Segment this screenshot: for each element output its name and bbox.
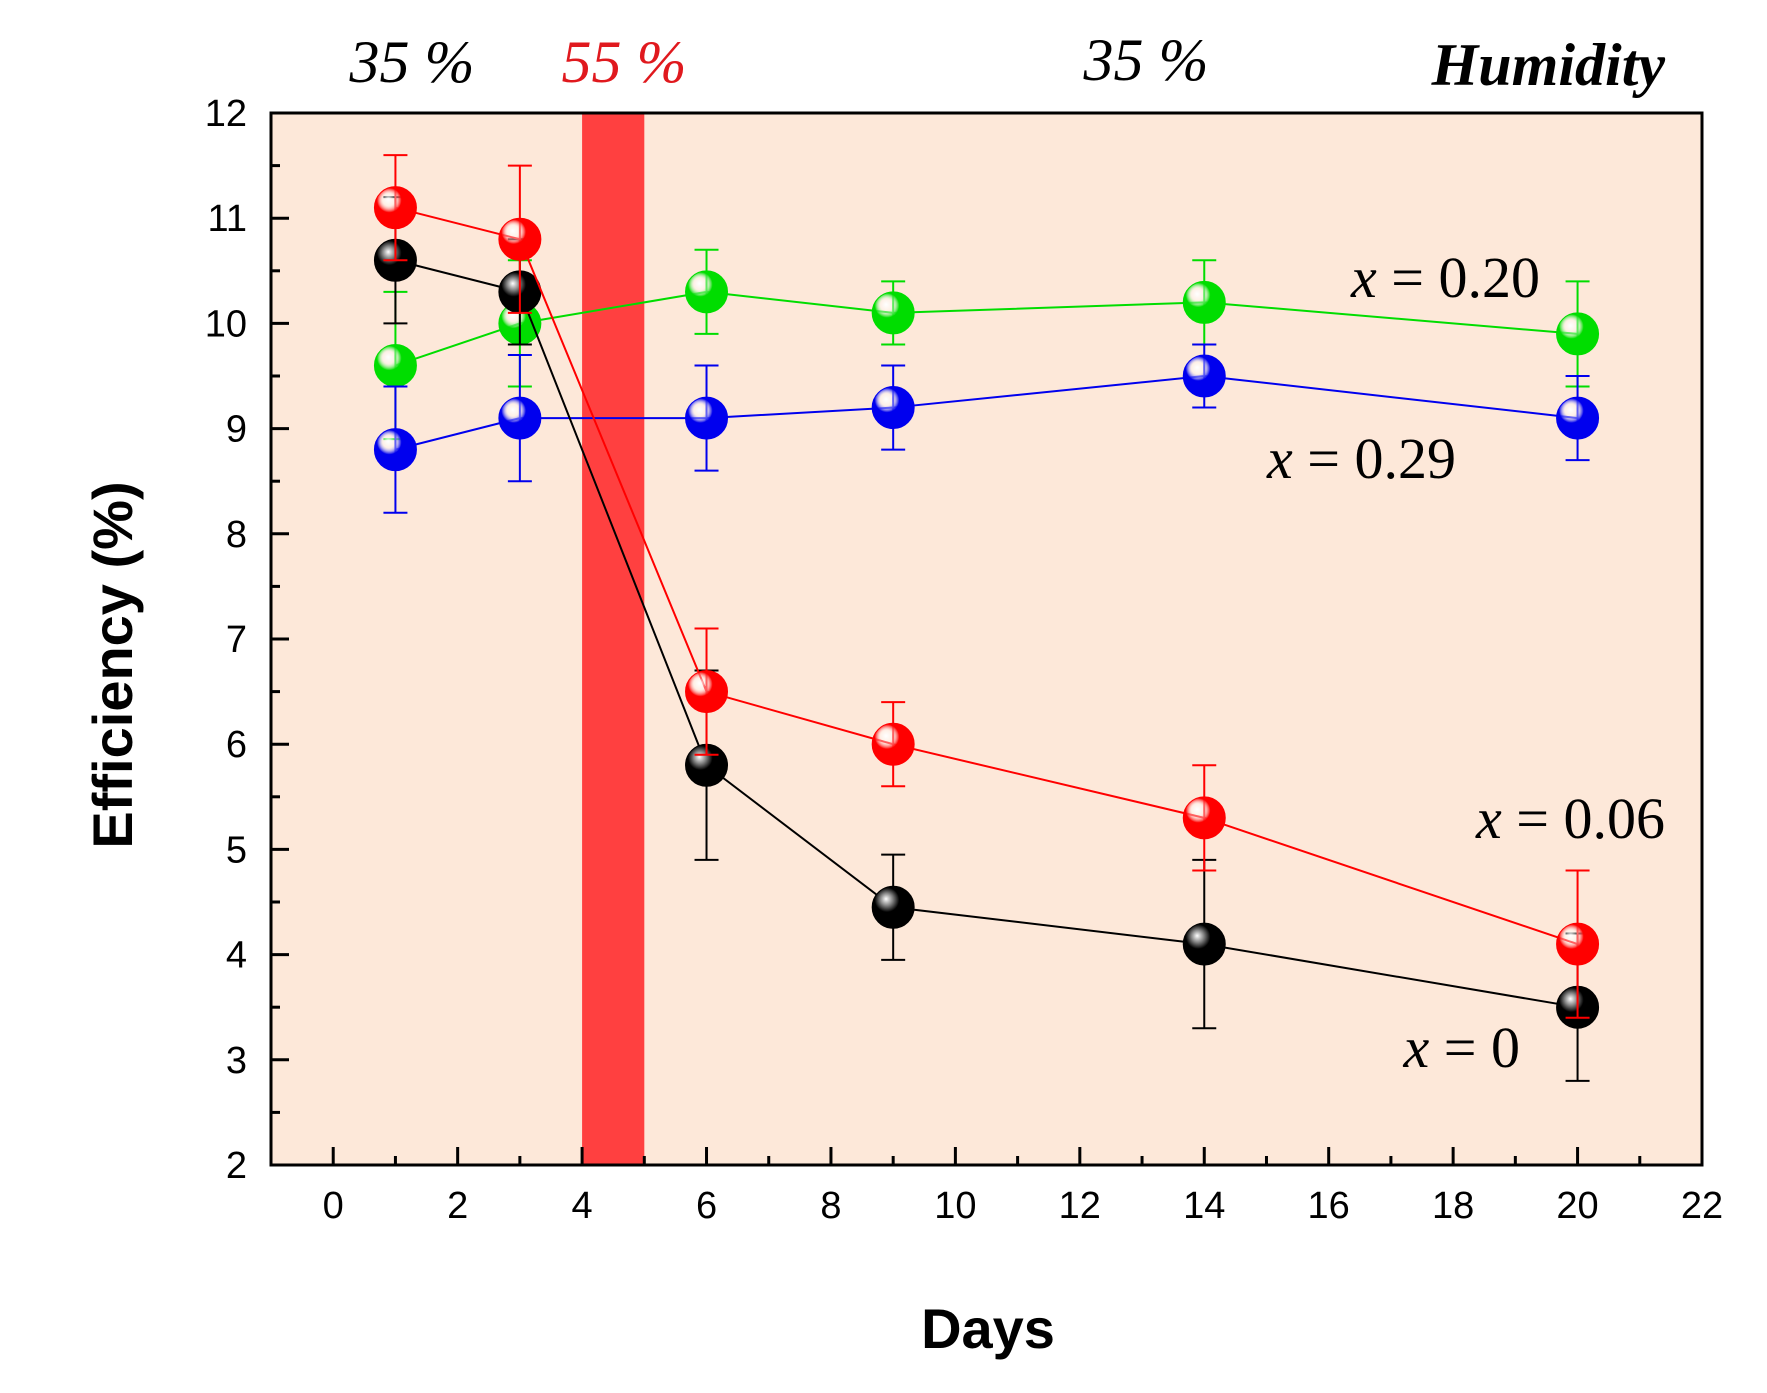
x-axis-ticks: 0 2 4 6 8 10 12 14 16 18 20 22 <box>323 1147 1723 1227</box>
data-point <box>685 670 729 714</box>
data-point <box>1556 396 1600 440</box>
series-line <box>395 290 1578 367</box>
humidity-label-55: 55 % <box>562 29 687 95</box>
y-tick-label: 11 <box>208 198 247 240</box>
x-tick-label: 14 <box>1183 1185 1225 1227</box>
data-point <box>1556 922 1600 966</box>
x-tick-label: 6 <box>696 1185 717 1227</box>
humidity-title: Humidity <box>1431 32 1666 98</box>
series-label-value: = 0.20 <box>1377 245 1540 310</box>
x-tick-label: 8 <box>820 1185 841 1227</box>
series-label-x-0.06: x = 0.06 <box>1475 786 1665 851</box>
data-point <box>871 885 915 929</box>
y-axis-title: Efficiency (%) <box>81 481 144 848</box>
y-tick-label: 5 <box>226 829 247 871</box>
humidity-55-band <box>582 113 645 1165</box>
y-axis-ticks: 2 3 4 5 6 7 8 9 10 11 12 <box>205 93 289 1187</box>
x-tick-label: 22 <box>1681 1185 1723 1227</box>
y-tick-label: 9 <box>226 409 247 451</box>
series-label-var: x <box>1350 245 1377 310</box>
data-point <box>1182 280 1226 324</box>
x-tick-label: 12 <box>1059 1185 1101 1227</box>
series-x=0.06 <box>373 154 1600 1019</box>
y-tick-label: 7 <box>226 619 247 661</box>
y-tick-label: 10 <box>205 303 247 345</box>
data-point <box>1182 796 1226 840</box>
series-label-x-0.29: x = 0.29 <box>1266 426 1456 491</box>
data-point <box>373 428 417 472</box>
y-tick-label: 3 <box>226 1040 247 1082</box>
data-point <box>373 186 417 230</box>
x-tick-label: 0 <box>323 1185 344 1227</box>
series-layer <box>373 154 1600 1082</box>
data-point <box>871 386 915 430</box>
data-point <box>871 722 915 766</box>
series-label-var: x <box>1403 1015 1430 1080</box>
series-label-value: = 0 <box>1429 1015 1520 1080</box>
data-point <box>1182 922 1226 966</box>
humidity-label-35-right: 35 % <box>1083 27 1209 93</box>
data-point <box>685 396 729 440</box>
data-point <box>685 270 729 314</box>
y-tick-label: 6 <box>226 724 247 766</box>
x-tick-label: 18 <box>1432 1185 1474 1227</box>
data-point <box>871 291 915 335</box>
y-tick-label: 8 <box>226 514 247 556</box>
x-tick-label: 4 <box>572 1185 593 1227</box>
data-point <box>498 217 542 261</box>
humidity-label-35-left: 35 % <box>349 29 475 95</box>
series-label-var: x <box>1266 426 1293 491</box>
x-tick-label: 16 <box>1308 1185 1350 1227</box>
series-label-x-0: x = 0 <box>1403 1015 1520 1080</box>
series-label-value: = 0.06 <box>1502 786 1665 851</box>
x-tick-label: 2 <box>447 1185 468 1227</box>
series-x=0.29 <box>373 343 1600 514</box>
data-point <box>1182 354 1226 398</box>
series-label-x-0.20: x = 0.20 <box>1350 245 1540 310</box>
data-point <box>498 396 542 440</box>
x-tick-label: 20 <box>1556 1185 1598 1227</box>
x-tick-label: 10 <box>934 1185 976 1227</box>
data-point <box>373 343 417 387</box>
plot-frame <box>269 111 1704 1167</box>
data-point <box>1556 312 1600 356</box>
x-axis-title: Days <box>921 1297 1055 1360</box>
series-label-value: = 0.29 <box>1293 426 1456 491</box>
y-tick-label: 12 <box>205 93 247 135</box>
series-label-var: x <box>1475 786 1502 851</box>
y-tick-label: 4 <box>226 935 247 977</box>
y-tick-label: 2 <box>226 1145 247 1187</box>
